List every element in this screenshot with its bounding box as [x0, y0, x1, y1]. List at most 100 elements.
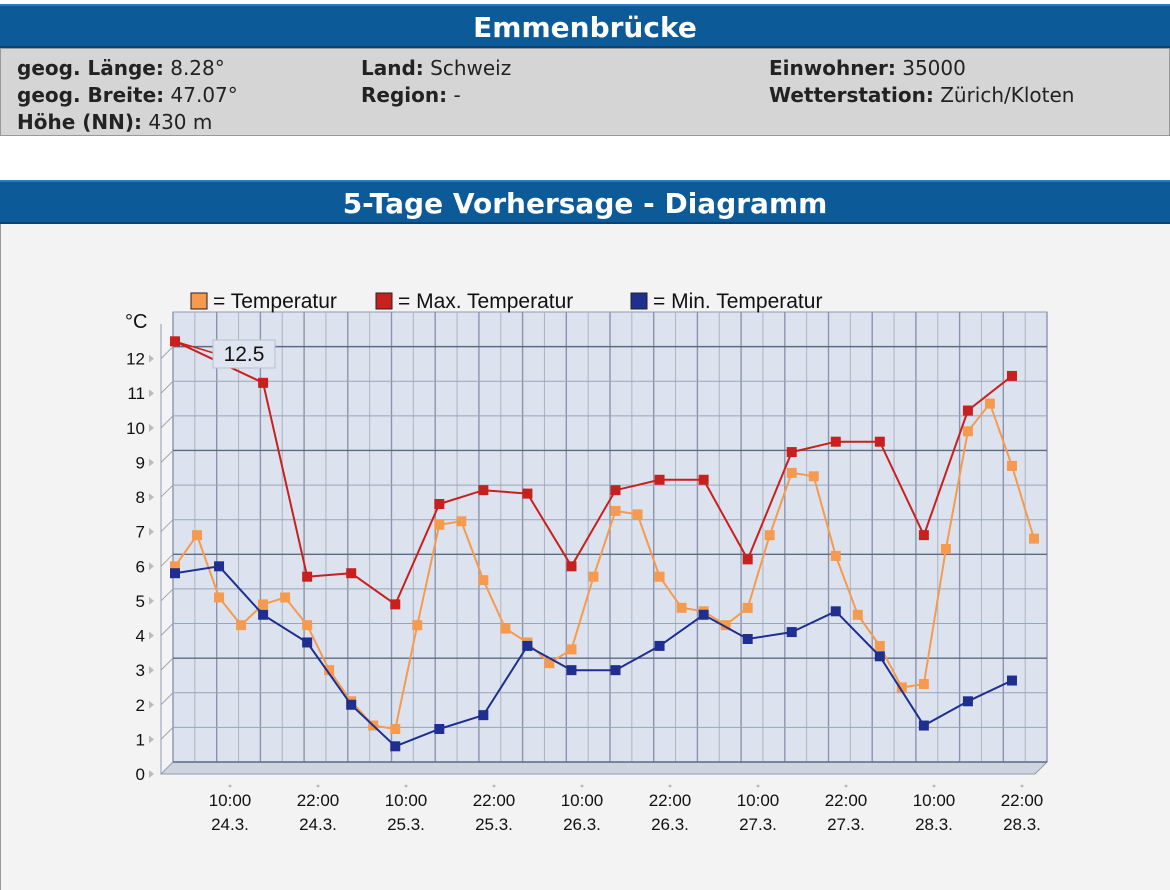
- series-line-min-temperature: [174, 565, 1013, 748]
- y-tick-marker: [149, 666, 154, 675]
- x-tick-marker: [492, 784, 496, 788]
- x-tick-label-date: 28.3.: [1003, 815, 1041, 834]
- info-row-population: Einwohner: 35000: [769, 55, 1074, 82]
- data-point-temperature: [896, 682, 907, 693]
- x-tick-label-date: 24.3.: [211, 815, 249, 834]
- y-tick-label: 10: [126, 419, 145, 438]
- data-point-min-temperature: [390, 741, 401, 752]
- data-point-temperature: [830, 550, 841, 561]
- data-point-max-temperature: [434, 499, 445, 509]
- data-point-temperature: [852, 609, 863, 620]
- y-tick-label: 7: [136, 523, 145, 542]
- y-tick-label: 1: [136, 730, 145, 749]
- data-point-min-temperature: [962, 696, 973, 707]
- series-line-temperature: [174, 401, 1035, 731]
- x-tick-label-date: 25.3.: [475, 815, 513, 834]
- data-point-max-temperature: [346, 568, 357, 579]
- data-point-temperature: [962, 426, 973, 437]
- data-point-max-temperature: [918, 530, 929, 541]
- data-point-min-temperature: [346, 699, 357, 710]
- y-tick-label: 6: [136, 557, 145, 576]
- data-point-temperature: [544, 658, 555, 669]
- y-tick-label: 3: [136, 661, 145, 680]
- data-point-temperature: [324, 665, 335, 676]
- x-tick-label-time: 10:00: [737, 791, 780, 810]
- info-label: geog. Länge:: [17, 56, 164, 80]
- data-point-temperature: [632, 509, 643, 520]
- x-tick-marker: [580, 784, 584, 788]
- info-value: 47.07°: [170, 83, 238, 107]
- grid-line-side: [160, 588, 174, 602]
- x-tick-label-date: 26.3.: [651, 815, 689, 834]
- data-point-temperature: [236, 620, 247, 631]
- data-point-temperature: [786, 467, 797, 478]
- data-point-min-temperature: [170, 568, 180, 579]
- data-point-temperature: [610, 505, 621, 516]
- data-point-max-temperature: [390, 599, 401, 610]
- data-point-temperature: [566, 644, 577, 655]
- y-tick-label: 5: [136, 592, 145, 611]
- data-point-max-temperature: [698, 474, 709, 485]
- info-row-latitude: geog. Breite: 47.07°: [17, 82, 238, 109]
- forecast-chart: 0123456789101112°C10:0024.3.22:0024.3.10…: [125, 290, 1049, 834]
- x-tick-label-time: 22:00: [825, 791, 868, 810]
- data-point-temperature: [588, 571, 599, 582]
- grid-line-side: [160, 380, 174, 394]
- data-point-min-temperature: [214, 561, 225, 572]
- data-point-min-temperature: [786, 627, 797, 638]
- y-axis-label: °C: [125, 311, 147, 333]
- forecast-chart-panel: 0 1 2 3 4 5 6 7 8 9 10 11 12 °C 10:00 24.3. 22:00 24.3. 10…: [0, 224, 1170, 890]
- info-value: 430 m: [148, 110, 213, 134]
- data-point-max-temperature: [170, 336, 180, 347]
- data-point-max-temperature: [742, 554, 753, 565]
- x-tick-label-date: 27.3.: [739, 815, 777, 834]
- grid-line-side: [160, 415, 174, 429]
- legend-swatch: [375, 292, 393, 310]
- y-tick-label: 0: [136, 765, 145, 784]
- x-tick-marker: [844, 784, 848, 788]
- data-point-temperature: [478, 575, 489, 586]
- grid-line-side: [160, 727, 174, 740]
- data-point-min-temperature: [434, 724, 445, 734]
- x-tick-marker: [316, 784, 320, 788]
- data-point-min-temperature: [654, 640, 665, 651]
- data-point-temperature: [214, 592, 225, 603]
- data-point-min-temperature: [258, 609, 269, 620]
- location-info-panel: geog. Länge: 8.28° geog. Breite: 47.07° …: [0, 48, 1170, 136]
- y-tick-marker: [149, 735, 154, 744]
- data-point-max-temperature: [830, 436, 841, 447]
- info-value: -: [453, 83, 461, 107]
- data-point-max-temperature: [1006, 370, 1017, 381]
- x-tick-label-time: 22:00: [297, 791, 340, 810]
- y-tick-label: 11: [127, 384, 145, 403]
- info-row-longitude: geog. Länge: 8.28°: [17, 55, 238, 82]
- annotation-label: 12.5: [224, 343, 265, 366]
- info-label: geog. Breite:: [17, 83, 165, 107]
- data-point-temperature: [654, 571, 665, 582]
- x-tick-marker: [756, 784, 760, 788]
- grid-line-side: [160, 484, 174, 498]
- data-point-min-temperature: [874, 651, 885, 662]
- data-point-temperature: [874, 640, 885, 651]
- x-tick-label-time: 22:00: [473, 791, 516, 810]
- y-tick-marker: [149, 527, 154, 536]
- data-point-temperature: [258, 599, 269, 610]
- y-tick-label: 4: [136, 627, 145, 646]
- data-point-max-temperature: [610, 485, 621, 496]
- y-tick-marker: [149, 596, 154, 605]
- data-point-max-temperature: [478, 485, 489, 496]
- grid-line-side: [160, 657, 174, 671]
- x-tick-label-time: 10:00: [561, 791, 604, 810]
- legend-swatch: [630, 292, 648, 310]
- y-tick-marker: [149, 562, 154, 571]
- data-point-temperature: [808, 471, 819, 482]
- data-point-temperature: [742, 602, 753, 613]
- x-tick-marker: [1020, 784, 1024, 788]
- y-tick-marker: [149, 770, 154, 778]
- y-tick-marker: [149, 354, 154, 363]
- legend-entry: = Max. Temperatur: [398, 290, 573, 313]
- y-tick-marker: [149, 631, 154, 640]
- info-row-region: Region: -: [361, 82, 511, 109]
- forecast-chart-title: 5-Tage Vorhersage - Diagramm: [0, 180, 1170, 224]
- data-point-temperature: [500, 623, 511, 634]
